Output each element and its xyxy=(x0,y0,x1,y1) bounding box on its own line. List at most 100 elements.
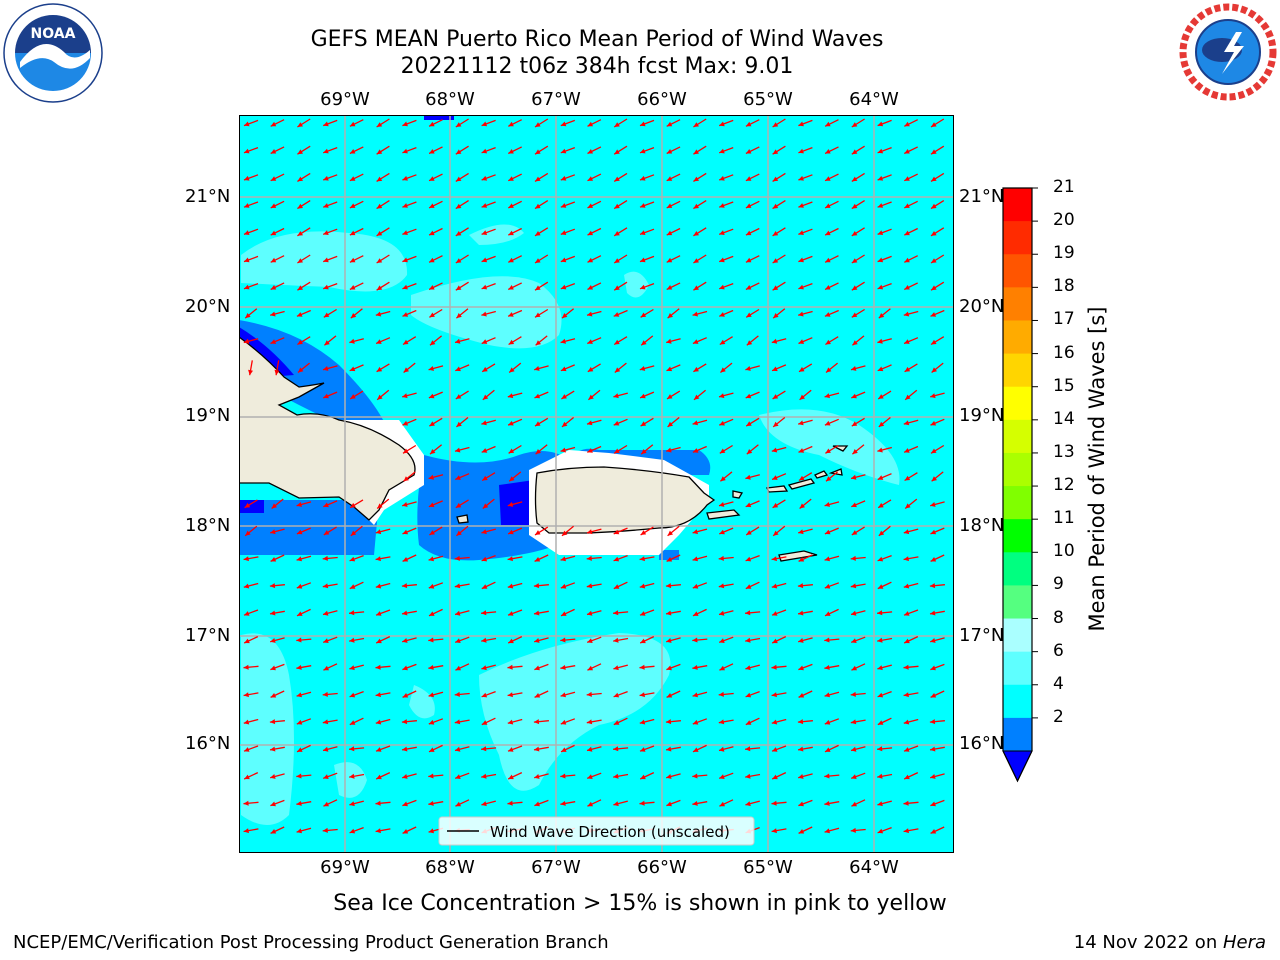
wind-wave-arrow xyxy=(745,474,760,480)
wind-wave-arrow xyxy=(851,118,865,128)
wind-wave-arrow xyxy=(745,391,760,399)
wind-wave-arrow xyxy=(824,418,839,426)
wind-wave-arrow xyxy=(772,254,786,264)
wind-wave-arrow xyxy=(798,799,813,807)
wind-wave-arrow xyxy=(903,528,919,535)
wind-wave-arrow xyxy=(666,637,681,643)
wind-wave-arrow xyxy=(533,719,549,725)
wind-wave-arrow xyxy=(323,391,338,399)
wind-wave-arrow xyxy=(877,826,892,834)
wind-wave-arrow xyxy=(798,690,813,698)
wind-wave-arrow xyxy=(587,173,602,182)
wind-wave-arrow xyxy=(428,637,444,643)
wind-wave-arrow xyxy=(824,146,839,155)
wind-wave-arrow xyxy=(877,282,892,290)
wind-wave-arrow xyxy=(534,172,549,182)
colorbar-tick-label: 13 xyxy=(1053,441,1075,462)
wind-wave-arrow xyxy=(322,746,338,752)
wind-wave-arrow xyxy=(507,718,523,725)
wind-wave-arrow xyxy=(877,201,892,208)
wind-wave-arrow xyxy=(772,281,786,291)
wind-wave-arrow xyxy=(376,389,390,401)
wind-wave-arrow xyxy=(428,474,444,480)
wind-wave-arrow xyxy=(903,582,919,589)
wind-wave-arrow xyxy=(296,527,311,535)
wind-wave-arrow xyxy=(613,392,628,399)
wind-wave-arrow xyxy=(798,119,813,127)
wind-wave-arrow xyxy=(771,828,787,834)
wind-wave-arrow xyxy=(270,310,285,317)
wind-wave-arrow xyxy=(481,228,496,236)
wind-wave-arrow xyxy=(375,745,391,752)
wind-wave-arrow xyxy=(799,498,812,510)
wind-wave-arrow xyxy=(297,227,311,237)
wind-wave-arrow xyxy=(428,582,444,589)
wind-wave-arrow xyxy=(243,692,259,698)
wind-wave-arrow xyxy=(560,446,576,453)
wind-wave-arrow xyxy=(323,663,338,671)
wind-wave-arrow xyxy=(534,281,549,291)
wind-wave-arrow xyxy=(402,444,417,454)
map-legend: Wind Wave Direction (unscaled) xyxy=(438,816,755,846)
wind-wave-arrow xyxy=(402,282,417,290)
colorbar-tick-label: 20 xyxy=(1053,210,1075,231)
wind-wave-arrow xyxy=(904,173,918,182)
wind-wave-arrow xyxy=(376,498,390,510)
wind-wave-arrow xyxy=(772,200,786,210)
wind-wave-arrow xyxy=(322,146,338,154)
map-gridlines xyxy=(239,115,954,853)
wind-wave-arrow xyxy=(771,745,787,752)
lon-label-bottom: 68°W xyxy=(425,857,475,878)
wind-wave-arrow xyxy=(323,526,337,536)
wind-wave-arrow xyxy=(508,200,522,209)
wind-wave-arrow xyxy=(877,446,892,453)
wind-wave-arrow xyxy=(930,172,945,182)
wind-wave-arrow xyxy=(824,119,839,127)
wind-wave-arrow xyxy=(323,308,337,318)
wind-wave-arrow xyxy=(508,227,522,236)
wind-wave-arrow xyxy=(930,145,945,155)
wind-wave-arrow xyxy=(481,445,496,453)
wind-wave-arrow xyxy=(454,583,470,589)
wind-wave-arrow xyxy=(851,254,865,264)
st-croix xyxy=(778,550,818,562)
wind-wave-arrow xyxy=(824,227,839,236)
lat-label-right: 21°N xyxy=(959,186,1005,207)
wind-wave-arrow xyxy=(851,500,866,508)
wind-wave-arrow xyxy=(428,255,443,263)
wind-wave-arrow xyxy=(613,581,628,590)
legend-label: Wind Wave Direction (unscaled) xyxy=(490,823,730,841)
wind-wave-arrow xyxy=(323,799,338,807)
wind-wave-arrow xyxy=(322,610,338,616)
wind-wave-arrow xyxy=(560,119,576,127)
wind-wave-arrow xyxy=(376,172,390,182)
wind-wave-arrow xyxy=(243,745,259,752)
wind-wave-arrow xyxy=(428,391,443,399)
colorbar-frame xyxy=(1002,187,1033,783)
wind-wave-arrow xyxy=(270,146,285,155)
wind-wave-arrow xyxy=(481,554,496,562)
wind-wave-arrow xyxy=(745,200,760,209)
wind-wave-arrow xyxy=(824,200,839,209)
wind-wave-arrow xyxy=(402,799,417,807)
wind-wave-arrow xyxy=(930,118,945,128)
wind-wave-arrow xyxy=(771,338,787,344)
colorbar-extend-arrow xyxy=(1002,750,1033,783)
wind-wave-arrow xyxy=(323,335,337,346)
wind-wave-arrow xyxy=(929,583,945,589)
wind-wave-arrow xyxy=(455,799,470,807)
wind-wave-arrow xyxy=(297,336,311,346)
wind-wave-arrow xyxy=(824,255,839,263)
wind-wave-arrow xyxy=(825,444,839,454)
wind-wave-arrow xyxy=(850,555,866,561)
wind-wave-arrow xyxy=(797,610,813,616)
wind-wave-arrow xyxy=(718,119,734,127)
wind-wave-arrow xyxy=(692,691,708,698)
wind-wave-arrow xyxy=(481,472,496,482)
wind-wave-arrow xyxy=(666,390,681,400)
wind-wave-arrow xyxy=(771,664,787,670)
wind-wave-arrow xyxy=(930,254,945,264)
wind-wave-arrow xyxy=(772,118,786,128)
wind-wave-arrow xyxy=(270,690,285,698)
wind-wave-arrow xyxy=(401,746,417,752)
